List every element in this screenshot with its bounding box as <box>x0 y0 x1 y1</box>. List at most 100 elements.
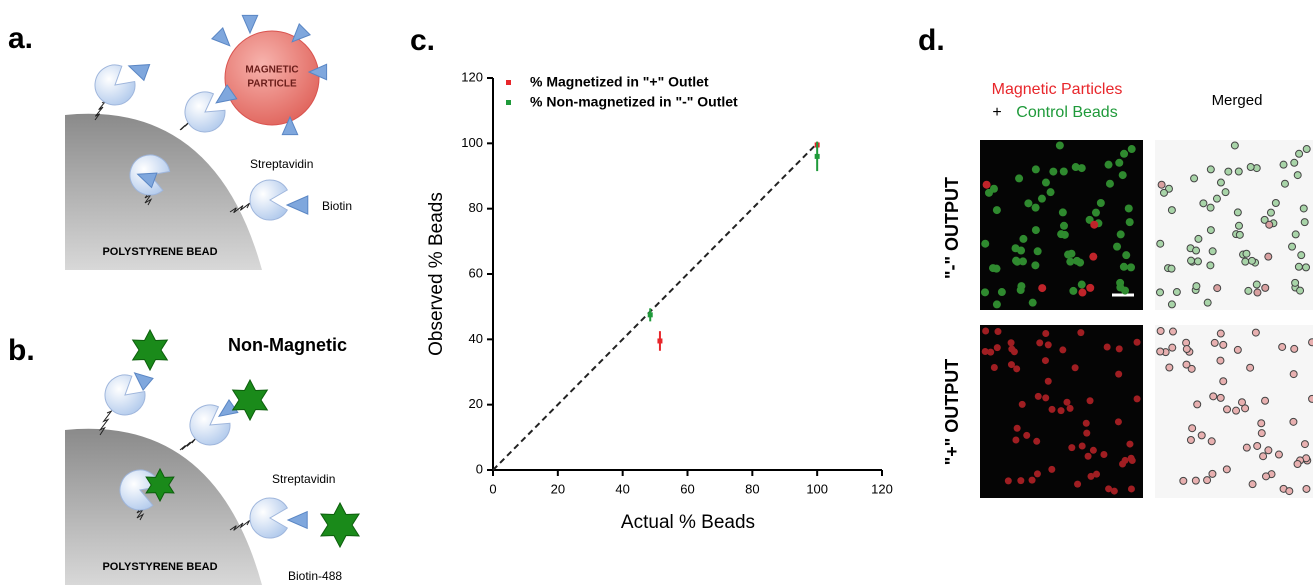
y-tick-label: 20 <box>469 396 483 411</box>
bead-dot <box>1033 247 1042 256</box>
biotin <box>291 22 312 43</box>
bead-dot <box>1017 282 1026 291</box>
bead-dot <box>1031 226 1040 235</box>
bead-dot <box>1007 339 1015 347</box>
bead-dot <box>1059 346 1067 354</box>
bead-dot <box>1285 487 1294 496</box>
bead-dot <box>1087 472 1095 480</box>
legend-red: Magnetic Particles <box>992 81 1123 98</box>
biotin <box>136 172 158 189</box>
bead-dot <box>1083 429 1091 437</box>
bead-dot <box>1067 249 1076 258</box>
bead-dot <box>1203 476 1212 485</box>
bead-dot <box>1031 203 1040 212</box>
bead-dot <box>1042 394 1050 402</box>
bead-dot <box>1105 485 1113 493</box>
bead-dot <box>1115 158 1124 167</box>
bead-dot <box>1232 406 1241 415</box>
bead-dot <box>1105 179 1114 188</box>
bead-dot <box>1133 338 1141 346</box>
bead-dot <box>1055 141 1064 150</box>
bead-dot <box>1247 256 1256 265</box>
bead-dot <box>1210 338 1219 347</box>
bead-dot <box>1199 199 1208 208</box>
biotin <box>241 14 259 35</box>
bead-dot <box>1018 400 1026 408</box>
linker <box>98 409 113 436</box>
bead-dot <box>1059 167 1068 176</box>
y-tick-label: 0 <box>476 461 483 476</box>
bead-dot <box>1246 163 1255 172</box>
bead-dot <box>990 364 998 372</box>
bead-dot <box>1103 343 1111 351</box>
bead-dot <box>1264 252 1273 261</box>
biotin <box>286 510 308 530</box>
bead-dot <box>1058 208 1067 217</box>
bead-dot <box>1028 476 1036 484</box>
bead-dot <box>1289 370 1298 379</box>
bead-dot <box>1012 256 1021 265</box>
bead-dot <box>1219 377 1228 386</box>
bead-dot <box>1186 436 1195 445</box>
bead-dot <box>1302 145 1311 154</box>
bead-dot <box>1078 442 1086 450</box>
bead-dot <box>1295 149 1304 158</box>
bead-dot <box>1115 370 1123 378</box>
bead-dot <box>1197 431 1206 440</box>
bead-dot <box>1216 329 1225 338</box>
biotin <box>307 63 328 81</box>
bead-dot <box>1235 230 1244 239</box>
bead-dot <box>997 288 1006 297</box>
bead-dot <box>1017 246 1026 255</box>
bead-dot <box>1191 476 1200 485</box>
bead-dot <box>1208 247 1217 256</box>
bead-dot <box>1291 278 1300 287</box>
linker <box>229 202 251 214</box>
row-label: "-" OUTPUT <box>942 177 962 279</box>
bead-dot <box>1071 163 1080 172</box>
bead-dot <box>1193 257 1202 266</box>
bead-dot <box>1266 208 1275 217</box>
bead-dot <box>1179 476 1188 485</box>
bead-dot <box>1060 230 1069 239</box>
bead-dot <box>1074 480 1082 488</box>
bead-dot <box>1262 472 1271 481</box>
row-label: "+" OUTPUT <box>942 359 962 466</box>
bead-dot <box>1004 477 1012 485</box>
bead-dot <box>1253 441 1262 450</box>
bead-dot <box>1041 178 1050 187</box>
bead-dot <box>1265 220 1274 229</box>
bead-dot <box>1253 288 1262 297</box>
bead-dot <box>982 180 991 189</box>
x-tick-label: 40 <box>615 481 629 496</box>
bead-dot <box>1260 215 1269 224</box>
merged-label: Merged <box>1212 92 1263 109</box>
decorations <box>94 14 1313 549</box>
bead-dot <box>1024 199 1033 208</box>
bead-dot <box>1023 431 1031 439</box>
bead-dot <box>1230 141 1239 150</box>
bead-label: POLYSTYRENE BEAD <box>102 246 217 258</box>
bead-dot <box>1193 400 1202 409</box>
bead-dot <box>1288 242 1297 251</box>
bead-dot <box>1119 262 1128 271</box>
bead-dot <box>1048 405 1056 413</box>
bead-dot <box>1271 198 1280 207</box>
panel-title: Non-Magnetic <box>228 335 347 355</box>
bead-dot <box>1116 278 1125 287</box>
bead-dot <box>1116 230 1125 239</box>
bead-dot <box>1192 282 1201 291</box>
y-axis-label: Observed % Beads <box>426 192 447 356</box>
bead-dot <box>1044 377 1052 385</box>
bead-dot <box>1308 394 1313 403</box>
y-tick-label: 80 <box>469 200 483 215</box>
bead-dot <box>1096 198 1105 207</box>
bead-dot <box>1156 347 1165 356</box>
panel-label: b. <box>8 334 35 367</box>
bead-dot <box>1237 398 1246 407</box>
bead-dot <box>1222 465 1231 474</box>
bead-label: POLYSTYRENE BEAD <box>102 561 217 573</box>
bead-dot <box>1126 440 1134 448</box>
bead-dot <box>1172 288 1181 297</box>
bead-dot <box>1015 174 1024 183</box>
